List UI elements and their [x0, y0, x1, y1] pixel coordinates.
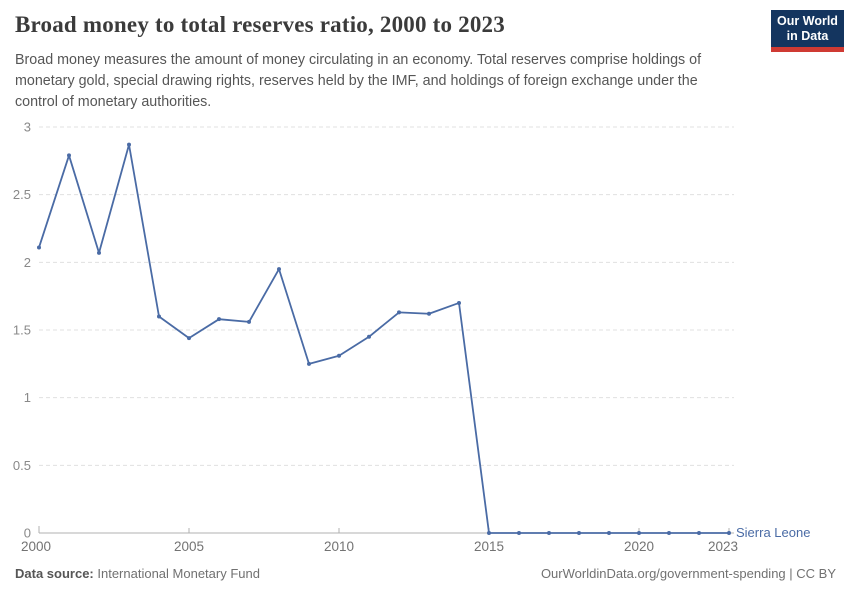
- svg-text:2015: 2015: [474, 539, 504, 554]
- owid-logo-line2: in Data: [786, 28, 829, 43]
- x-axis-labels: 2000 2005 2010 2015 2020 2023: [21, 539, 738, 554]
- series-line[interactable]: [38, 143, 730, 534]
- data-source-value: International Monetary Fund: [93, 566, 260, 581]
- svg-text:2010: 2010: [324, 539, 354, 554]
- svg-text:2.5: 2.5: [13, 187, 31, 202]
- svg-text:2000: 2000: [21, 539, 51, 554]
- page-title: Broad money to total reserves ratio, 200…: [15, 12, 505, 37]
- svg-text:2023: 2023: [708, 539, 738, 554]
- chart-subtitle: Broad money measures the amount of money…: [15, 52, 702, 110]
- owid-logo-line1: Our World: [777, 13, 838, 28]
- svg-text:2020: 2020: [624, 539, 654, 554]
- series-points: [37, 142, 731, 535]
- owid-logo[interactable]: Our World in Data: [771, 10, 844, 52]
- chart-canvas[interactable]: 0 0.5 1 1.5 2 2.5 3 2000 2005 2010 2015 2020 2023Sie…: [0, 110, 850, 562]
- svg-text:1: 1: [24, 390, 31, 405]
- svg-text:0: 0: [24, 526, 31, 541]
- footer-attribution-link[interactable]: OurWorldinData.org/government-spending |…: [540, 566, 836, 581]
- entity-label[interactable]: Sierra Leone: [736, 525, 810, 540]
- svg-text:3: 3: [24, 120, 31, 135]
- svg-text:2: 2: [24, 255, 31, 270]
- gridlines: [39, 126, 734, 466]
- svg-text:1.5: 1.5: [13, 323, 31, 338]
- data-source: Data source: International Monetary Fund: [15, 566, 260, 581]
- y-axis-labels: 0 0.5 1 1.5 2 2.5 3: [13, 120, 31, 541]
- svg-text:2005: 2005: [174, 539, 204, 554]
- x-axis: [38, 526, 734, 534]
- svg-text:0.5: 0.5: [13, 458, 31, 473]
- data-source-label: Data source:: [15, 566, 94, 581]
- chart-footer: Data source: International Monetary Fund…: [15, 566, 836, 581]
